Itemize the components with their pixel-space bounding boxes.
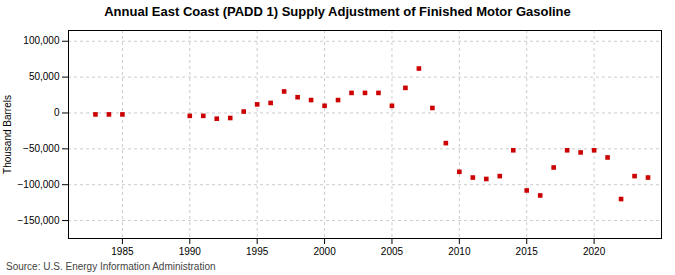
svg-text:−50,000: −50,000 <box>23 143 60 154</box>
svg-text:1990: 1990 <box>179 246 202 257</box>
svg-text:2010: 2010 <box>448 246 471 257</box>
svg-text:Thousand Barrels: Thousand Barrels <box>2 95 13 174</box>
svg-text:0: 0 <box>54 107 60 118</box>
svg-text:1995: 1995 <box>246 246 269 257</box>
svg-text:−100,000: −100,000 <box>18 179 60 190</box>
svg-text:1985: 1985 <box>111 246 134 257</box>
svg-text:2015: 2015 <box>516 246 539 257</box>
svg-text:2020: 2020 <box>583 246 606 257</box>
svg-text:−150,000: −150,000 <box>18 215 60 226</box>
html-text:Source: U.S. Energy Informatio: Source: U.S. Energy Information Administ… <box>6 261 216 272</box>
svg-text:50,000: 50,000 <box>29 71 60 82</box>
svg-text:2005: 2005 <box>381 246 404 257</box>
svg-text:100,000: 100,000 <box>23 35 60 46</box>
html-text:Annual East Coast (PADD 1) Sup: Annual East Coast (PADD 1) Supply Adjust… <box>104 4 571 19</box>
svg-text:2000: 2000 <box>313 246 336 257</box>
